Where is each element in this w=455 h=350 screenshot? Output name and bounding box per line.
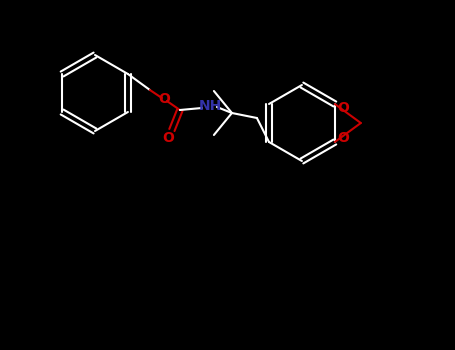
Text: O: O — [158, 92, 170, 106]
Text: NH: NH — [198, 99, 222, 113]
Text: O: O — [337, 131, 349, 145]
Text: O: O — [162, 131, 174, 145]
Text: O: O — [337, 101, 349, 115]
